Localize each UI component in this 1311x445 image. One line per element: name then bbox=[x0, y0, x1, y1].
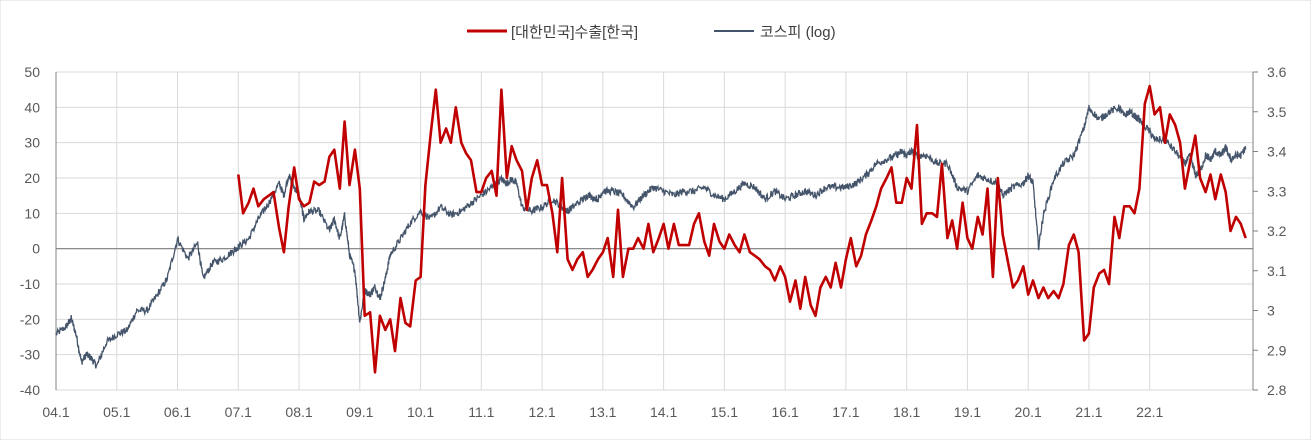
legend-label-kospi: 코스피 (log) bbox=[760, 24, 836, 41]
y-left-tick-label: 0 bbox=[32, 241, 40, 257]
y-right-tick-label: 3 bbox=[1267, 303, 1275, 319]
x-tick-label: 12.1 bbox=[528, 404, 555, 420]
x-tick-label: 18.1 bbox=[893, 404, 920, 420]
x-tick-label: 15.1 bbox=[711, 404, 738, 420]
x-tick-label: 08.1 bbox=[285, 404, 312, 420]
legend: [대한민국]수출[한국] 코스피 (log) bbox=[467, 24, 836, 41]
x-tick-label: 20.1 bbox=[1015, 404, 1042, 420]
y-left-tick-label: 10 bbox=[24, 205, 40, 221]
y-right-tick-label: 3.4 bbox=[1267, 144, 1287, 160]
y-left-tick-label: -30 bbox=[20, 347, 40, 363]
axes-layer: -40 -30 -20 -10 0 10 20 30 40 50 2.8 2.9 3 3.1 3.2 3.3 3… bbox=[20, 64, 1287, 420]
x-tick-label: 11.1 bbox=[468, 404, 494, 420]
series-line-kospi bbox=[55, 104, 1247, 369]
x-tick-label: 17.1 bbox=[832, 404, 859, 420]
x-tick-label: 09.1 bbox=[346, 404, 373, 420]
y-left-tick-label: -40 bbox=[20, 382, 40, 398]
x-tick-label: 22.1 bbox=[1136, 404, 1163, 420]
legend-label-export: [대한민국]수출[한국] bbox=[511, 24, 638, 41]
x-tick-label: 14.1 bbox=[650, 404, 677, 420]
y-right-tick-label: 3.3 bbox=[1267, 183, 1287, 199]
x-tick-label: 05.1 bbox=[103, 404, 130, 420]
y-right-tick-label: 3.2 bbox=[1267, 223, 1287, 239]
series-layer bbox=[55, 84, 1247, 374]
y-left-tick-label: 50 bbox=[24, 64, 40, 80]
x-tick-label: 21.1 bbox=[1075, 404, 1102, 420]
y-left-tick-label: 20 bbox=[24, 170, 40, 186]
x-tick-label: 10.1 bbox=[407, 404, 434, 420]
series-line-export bbox=[237, 84, 1247, 374]
x-tick-label: 06.1 bbox=[164, 404, 191, 420]
y-right-tick-label: 2.9 bbox=[1267, 342, 1287, 358]
y-left-tick-label: 30 bbox=[24, 135, 40, 151]
y-left-tick-label: -10 bbox=[20, 276, 40, 292]
x-tick-label: 13.1 bbox=[589, 404, 616, 420]
y-right-tick-label: 3.5 bbox=[1267, 104, 1287, 120]
y-right-tick-label: 3.1 bbox=[1267, 263, 1287, 279]
y-left-tick-label: 40 bbox=[24, 99, 40, 115]
x-tick-label: 04.1 bbox=[42, 404, 69, 420]
x-tick-label: 19.1 bbox=[954, 404, 981, 420]
x-tick-label: 16.1 bbox=[772, 404, 799, 420]
y-right-tick-label: 2.8 bbox=[1267, 382, 1287, 398]
x-tick-label: 07.1 bbox=[225, 404, 252, 420]
y-right-tick-label: 3.6 bbox=[1267, 64, 1287, 80]
y-left-tick-label: -20 bbox=[20, 311, 40, 327]
